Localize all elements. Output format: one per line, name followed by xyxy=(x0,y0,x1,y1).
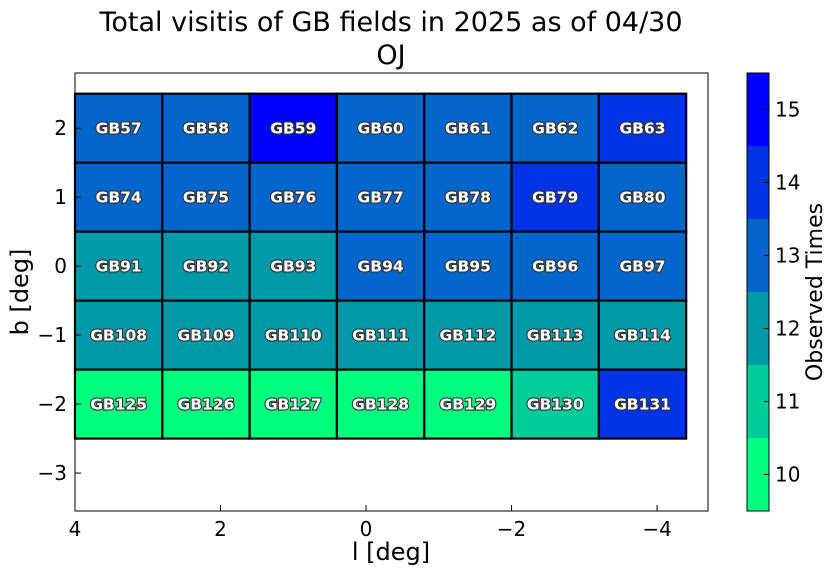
field-label-gb113: GB113 xyxy=(527,327,584,345)
field-label-gb114: GB114 xyxy=(614,327,671,345)
field-label-gb130: GB130 xyxy=(527,396,584,414)
field-label-gb61: GB61 xyxy=(445,120,491,138)
field-cell-gb108 xyxy=(73,299,164,371)
field-cell-gb79 xyxy=(510,161,600,233)
field-label-gb76: GB76 xyxy=(270,189,316,207)
x-tick-label: 2 xyxy=(214,517,227,541)
heatmap-cells: GB57 GB58 GB59 GB60 GB61 GB62 GB63 GB74 GB75 GB76… xyxy=(73,92,688,440)
colorbar-level xyxy=(747,365,769,438)
field-label-gb58: GB58 xyxy=(183,120,229,138)
field-label-gb77: GB77 xyxy=(358,189,404,207)
field-label-gb63: GB63 xyxy=(619,120,665,138)
field-label-gb127: GB127 xyxy=(265,396,322,414)
y-tick-label: 1 xyxy=(54,185,67,209)
field-label-gb109: GB109 xyxy=(178,327,235,345)
colorbar-tick-label: 13 xyxy=(775,244,800,268)
field-label-gb125: GB125 xyxy=(90,396,147,414)
colorbar-level xyxy=(747,219,769,292)
field-label-gb128: GB128 xyxy=(352,396,409,414)
field-label-gb96: GB96 xyxy=(532,258,578,276)
field-label-gb75: GB75 xyxy=(183,189,229,207)
y-axis-ticks: 2 1 0 −1 −2 −3 xyxy=(38,116,81,485)
field-cell-gb61 xyxy=(423,92,513,164)
field-cell-gb75 xyxy=(161,161,251,233)
field-label-gb57: GB57 xyxy=(96,120,142,138)
colorbar-level xyxy=(747,292,769,365)
field-label-gb91: GB91 xyxy=(96,258,142,276)
field-label-gb92: GB92 xyxy=(183,258,229,276)
field-cell-gb94 xyxy=(335,230,426,302)
y-tick-label: 2 xyxy=(54,116,67,140)
y-tick-label: −1 xyxy=(38,323,67,347)
field-label-gb129: GB129 xyxy=(439,396,496,414)
chart-title: Total visitis of GB fields in 2025 as of… xyxy=(98,7,682,38)
field-cell-gb92 xyxy=(161,230,251,302)
x-axis-label: l [deg] xyxy=(352,538,430,566)
field-cell-gb114 xyxy=(597,299,688,371)
field-cell-gb126 xyxy=(161,368,251,440)
field-label-gb110: GB110 xyxy=(265,327,322,345)
y-tick-label: −3 xyxy=(38,461,67,485)
colorbar-tick-label: 14 xyxy=(775,171,800,195)
x-tick-label: 4 xyxy=(69,517,82,541)
x-tick-label: 0 xyxy=(360,517,373,541)
field-label-gb95: GB95 xyxy=(445,258,491,276)
field-cell-gb95 xyxy=(423,230,513,302)
colorbar-tick-label: 11 xyxy=(775,390,800,414)
x-tick-label: −4 xyxy=(642,517,671,541)
field-label-gb94: GB94 xyxy=(358,258,404,276)
field-cell-gb77 xyxy=(335,161,426,233)
field-label-gb97: GB97 xyxy=(619,258,665,276)
field-cell-gb131 xyxy=(597,368,688,440)
colorbar-tick-label: 10 xyxy=(775,463,800,487)
colorbar-label: Observed Times xyxy=(803,203,828,381)
x-axis-ticks: 4 2 0 −2 −4 xyxy=(69,505,672,541)
field-label-gb131: GB131 xyxy=(614,396,671,414)
field-cell-gb93 xyxy=(248,230,339,302)
x-tick-label: −2 xyxy=(497,517,526,541)
field-label-gb78: GB78 xyxy=(445,189,491,207)
colorbar-tick-label: 15 xyxy=(775,98,800,122)
field-label-gb126: GB126 xyxy=(178,396,235,414)
field-label-gb74: GB74 xyxy=(96,189,142,207)
field-cell-gb113 xyxy=(510,299,600,371)
colorbar-tick-label: 12 xyxy=(775,317,800,341)
y-tick-label: −2 xyxy=(38,392,67,416)
colorbar-level xyxy=(747,438,769,511)
colorbar-frame xyxy=(746,72,770,512)
field-label-gb108: GB108 xyxy=(90,327,147,345)
colorbar-level xyxy=(747,73,769,146)
field-label-gb62: GB62 xyxy=(532,120,578,138)
field-label-gb112: GB112 xyxy=(439,327,496,345)
field-cell-gb97 xyxy=(597,230,688,302)
field-cell-gb129 xyxy=(423,368,513,440)
field-cell-gb57 xyxy=(73,92,164,164)
chart-subtitle: OJ xyxy=(376,40,405,71)
colorbar: 10 11 12 13 14 15 xyxy=(746,72,800,512)
field-cell-gb130 xyxy=(510,368,600,440)
field-cell-gb112 xyxy=(423,299,513,371)
field-cell-gb96 xyxy=(510,230,600,302)
field-label-gb59: GB59 xyxy=(270,120,316,138)
field-label-gb60: GB60 xyxy=(358,120,404,138)
field-label-gb93: GB93 xyxy=(270,258,316,276)
field-label-gb111: GB111 xyxy=(352,327,409,345)
field-label-gb80: GB80 xyxy=(619,189,665,207)
y-tick-label: 0 xyxy=(54,254,67,278)
y-axis-label: b [deg] xyxy=(6,249,34,336)
field-label-gb79: GB79 xyxy=(532,189,578,207)
colorbar-level xyxy=(747,146,769,219)
field-cell-gb63 xyxy=(597,92,688,164)
